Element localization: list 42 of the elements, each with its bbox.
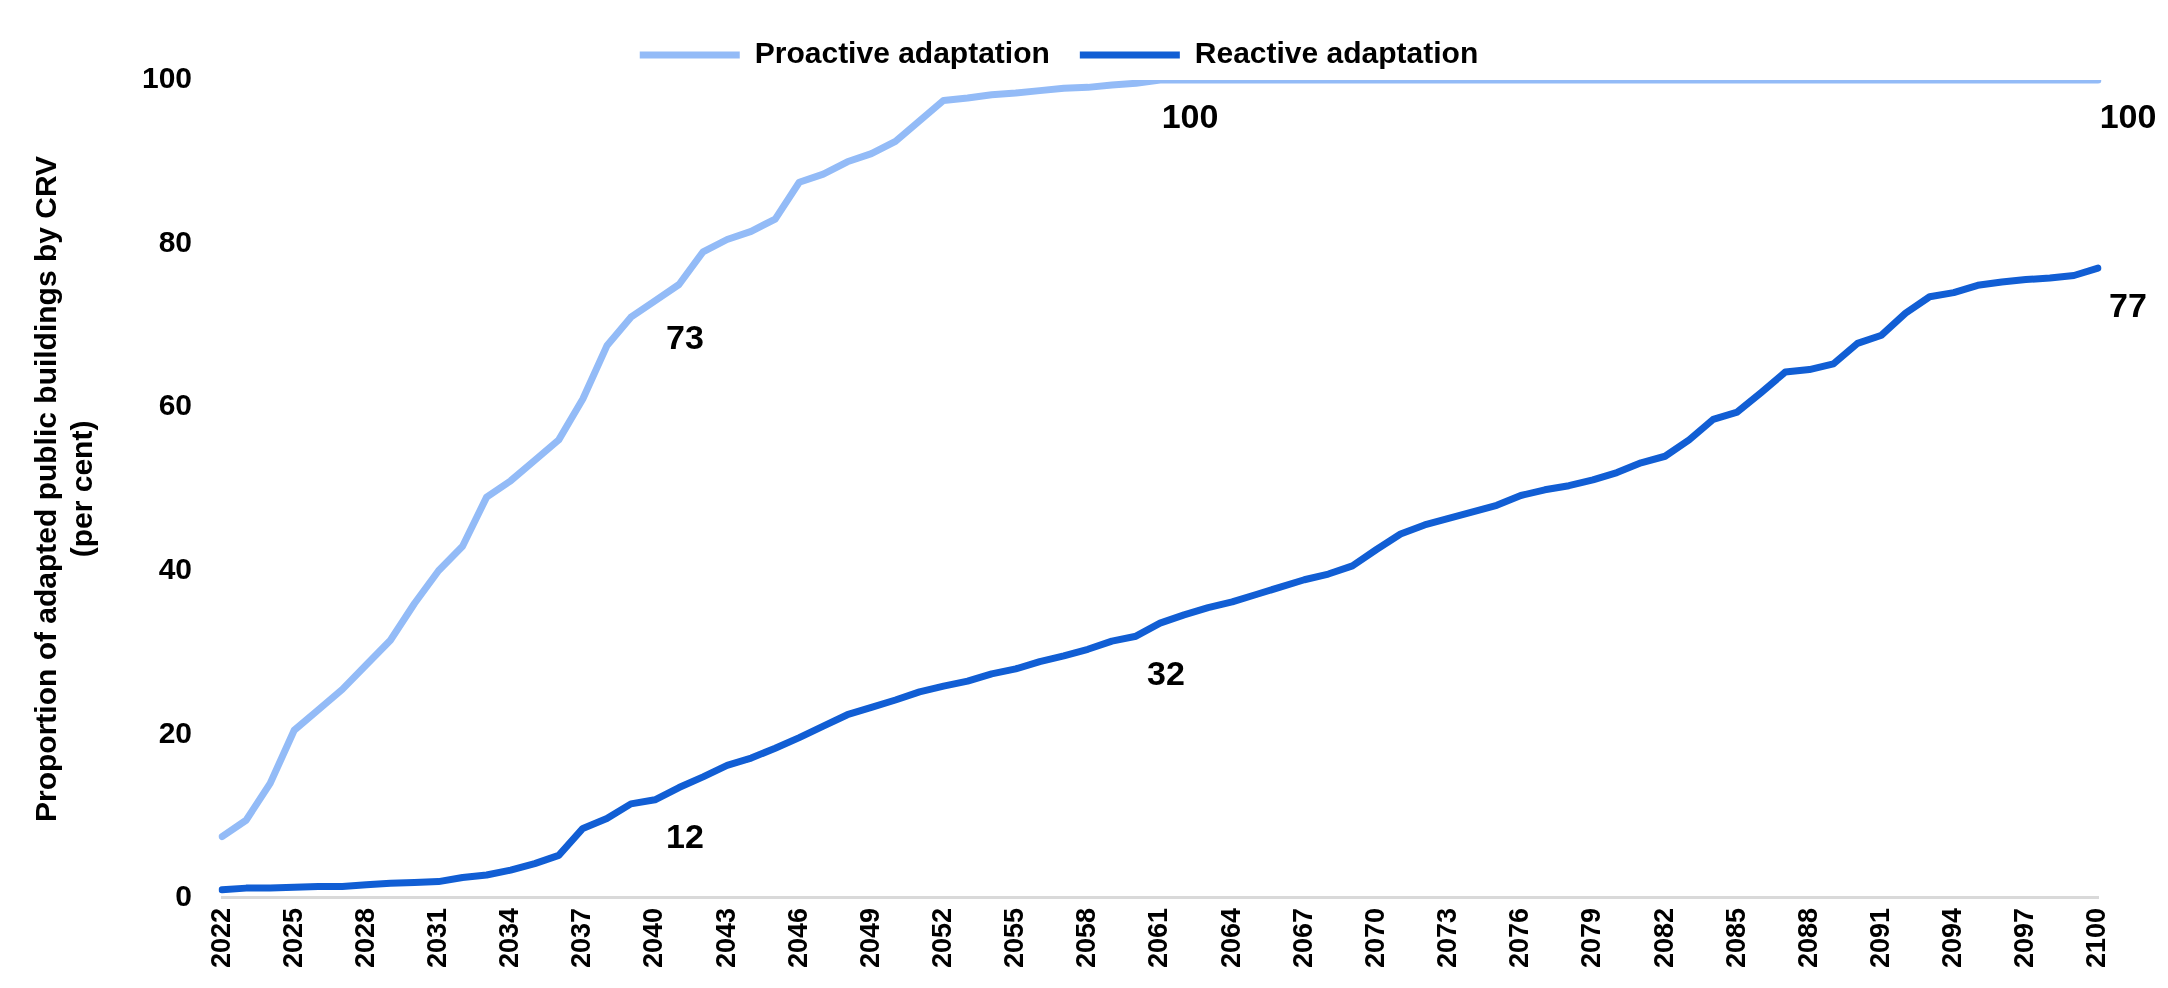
x-tick-label: 2043 bbox=[710, 907, 741, 969]
x-tick-label: 2055 bbox=[999, 907, 1030, 969]
data-label: 100 bbox=[1161, 97, 1219, 136]
y-axis-title: Proportion of adapted public buildings by CRV (per cent) bbox=[29, 155, 99, 823]
y-tick-label: 60 bbox=[158, 388, 193, 422]
x-tick-label: 2031 bbox=[421, 907, 452, 969]
data-label: 12 bbox=[666, 817, 704, 856]
y-tick-label: 80 bbox=[158, 224, 193, 258]
x-tick-label: 2058 bbox=[1071, 907, 1102, 969]
x-tick-label: 2070 bbox=[1359, 907, 1390, 969]
x-tick-label: 2049 bbox=[854, 907, 885, 969]
legend-label: Proactive adaptation bbox=[754, 36, 1050, 70]
x-tick-label: 2073 bbox=[1432, 907, 1463, 969]
y-tick-label: 20 bbox=[158, 715, 193, 749]
x-tick-label: 2040 bbox=[638, 907, 669, 969]
x-tick-label: 2091 bbox=[1865, 907, 1895, 969]
x-tick-label: 2022 bbox=[205, 907, 236, 969]
data-label: 77 bbox=[2109, 285, 2147, 324]
data-label: 100 bbox=[2099, 97, 2157, 136]
data-label: 32 bbox=[1147, 653, 1185, 692]
x-tick-label: 2037 bbox=[566, 907, 597, 969]
y-tick-label: 40 bbox=[158, 552, 193, 586]
x-tick-label: 2067 bbox=[1287, 907, 1318, 969]
x-tick-label: 2085 bbox=[1720, 907, 1751, 969]
x-tick-label: 2076 bbox=[1504, 907, 1535, 969]
x-tick-label: 2064 bbox=[1215, 907, 1246, 969]
x-tick-label: 2028 bbox=[349, 907, 380, 969]
x-tick-label: 2052 bbox=[927, 907, 958, 969]
x-tick-label: 2097 bbox=[2009, 907, 2040, 969]
x-tick-label: 2082 bbox=[1648, 907, 1679, 969]
legend-label: Reactive adaptation bbox=[1194, 36, 1479, 70]
x-tick-label: 2061 bbox=[1143, 907, 1174, 969]
data-label: 73 bbox=[666, 318, 704, 357]
x-tick-label: 2079 bbox=[1576, 907, 1607, 969]
y-tick-label: 0 bbox=[175, 879, 193, 913]
x-tick-label: 2034 bbox=[494, 907, 525, 969]
y-tick-label: 100 bbox=[141, 61, 193, 95]
x-tick-label: 2100 bbox=[2081, 907, 2112, 969]
x-tick-label: 2094 bbox=[1937, 907, 1968, 969]
x-tick-label: 2046 bbox=[782, 907, 813, 969]
x-tick-label: 2025 bbox=[277, 907, 308, 969]
x-tick-label: 2088 bbox=[1792, 907, 1823, 969]
